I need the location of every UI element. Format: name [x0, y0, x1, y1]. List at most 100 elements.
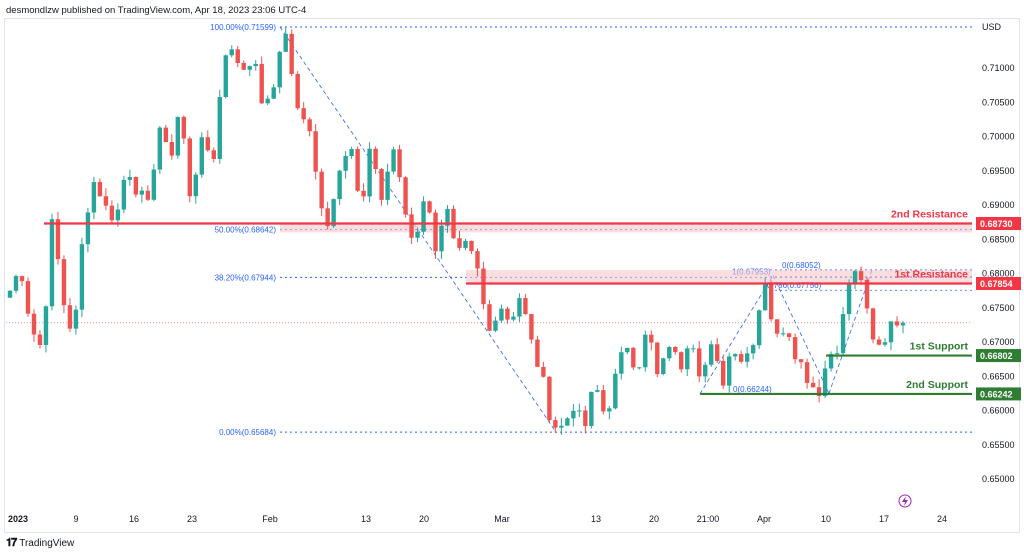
candle-body — [13, 276, 19, 291]
candle-body — [25, 281, 31, 314]
candle — [181, 115, 187, 144]
x-tick-label: 13 — [361, 514, 371, 524]
candle-body — [846, 282, 852, 315]
candle-body — [439, 225, 444, 252]
candle — [385, 163, 390, 205]
y-tick-label: 0.69000 — [982, 200, 1015, 210]
candle — [19, 275, 25, 287]
price-tag — [976, 349, 1021, 363]
candle — [13, 274, 19, 294]
candle — [343, 151, 348, 179]
candle-body — [673, 346, 678, 353]
candle — [703, 361, 708, 383]
candle — [643, 330, 648, 372]
candle-body — [481, 268, 486, 305]
y-tick-label: 0.68000 — [982, 269, 1015, 279]
candle — [709, 340, 714, 367]
candle — [79, 237, 85, 318]
candle — [427, 200, 432, 214]
candle — [391, 146, 396, 175]
candle — [211, 147, 216, 163]
brand-name: TradingView — [19, 538, 75, 549]
y-tick-label: 0.70000 — [982, 132, 1015, 142]
x-tick-label: Mar — [494, 514, 510, 524]
candle-body — [37, 334, 43, 346]
candle-body — [79, 244, 85, 310]
candle — [379, 167, 384, 206]
candle-body — [493, 320, 498, 331]
candle — [559, 417, 564, 435]
candle-body — [409, 214, 414, 238]
support-resistance-levels: 2nd Resistance 0.68730 1st Resistance 0.678… — [44, 208, 1021, 401]
candle-body — [205, 137, 210, 151]
candle-body — [295, 73, 300, 109]
x-tick-label: 20 — [649, 514, 659, 524]
candle-body — [415, 231, 420, 238]
candle-body — [193, 174, 198, 197]
candle-body — [319, 171, 324, 209]
y-tick-label: 0.65500 — [982, 440, 1015, 450]
candle — [229, 45, 234, 58]
candle-body — [421, 201, 426, 232]
candle — [511, 311, 516, 322]
candle-body — [217, 96, 222, 159]
currency-label: USD — [982, 22, 1002, 32]
candle — [319, 168, 324, 217]
candle — [337, 169, 342, 206]
candle-body — [433, 212, 438, 252]
price-tag-value: 0.68730 — [980, 219, 1013, 229]
candle-body — [253, 63, 258, 67]
candle-body — [643, 334, 648, 368]
fib-level-label: 0.00%(0.65684) — [219, 428, 276, 437]
candle-body — [750, 345, 756, 354]
tradingview-logo[interactable]: 𝟏𝟕 TradingView — [6, 537, 74, 550]
candle-body — [331, 199, 336, 227]
candle-body — [882, 342, 888, 345]
candle — [858, 266, 864, 285]
candle-body — [517, 298, 522, 317]
candle-body — [151, 169, 157, 200]
candle-body — [810, 382, 816, 388]
candle-body — [103, 196, 109, 206]
minor-fib-trend — [828, 269, 873, 394]
candle — [61, 255, 67, 314]
candle — [876, 336, 882, 346]
candle-body — [181, 116, 187, 139]
candle-body — [307, 119, 312, 132]
candle — [822, 360, 828, 398]
candle — [900, 320, 906, 334]
candle-body — [685, 348, 690, 370]
candle — [361, 183, 366, 202]
candle-body — [858, 271, 864, 280]
candle — [367, 142, 372, 203]
candle — [433, 209, 438, 259]
candle — [655, 341, 660, 378]
candle-body — [637, 367, 642, 369]
candle-body — [487, 304, 492, 331]
candle — [187, 136, 192, 203]
x-axis: 2023 9 16 23 Feb 13 20 Mar 13 20 21:00 Apr 10 17 24 — [8, 494, 947, 524]
candle-body — [601, 390, 606, 412]
candle — [852, 269, 858, 290]
candle-body — [840, 314, 846, 354]
y-tick-label: 0.66000 — [982, 406, 1015, 416]
candle-body — [738, 354, 744, 362]
candle-body — [715, 344, 720, 361]
candle — [241, 60, 246, 70]
candle-body — [271, 87, 276, 99]
x-tick-label: Feb — [262, 514, 278, 524]
candle-body — [187, 138, 192, 197]
candle — [133, 176, 139, 198]
minor-fib-trend — [772, 275, 830, 394]
price-tag-value: 0.67854 — [980, 279, 1013, 289]
candle — [834, 345, 840, 360]
level-name: 2nd Resistance — [891, 208, 968, 220]
candle — [810, 376, 816, 388]
candle — [481, 261, 486, 310]
y-tick-label: 0.67500 — [982, 303, 1015, 313]
level-name: 2nd Support — [906, 379, 968, 391]
candle-body — [667, 346, 672, 359]
candle-body — [613, 373, 618, 409]
candle-body — [828, 353, 834, 369]
